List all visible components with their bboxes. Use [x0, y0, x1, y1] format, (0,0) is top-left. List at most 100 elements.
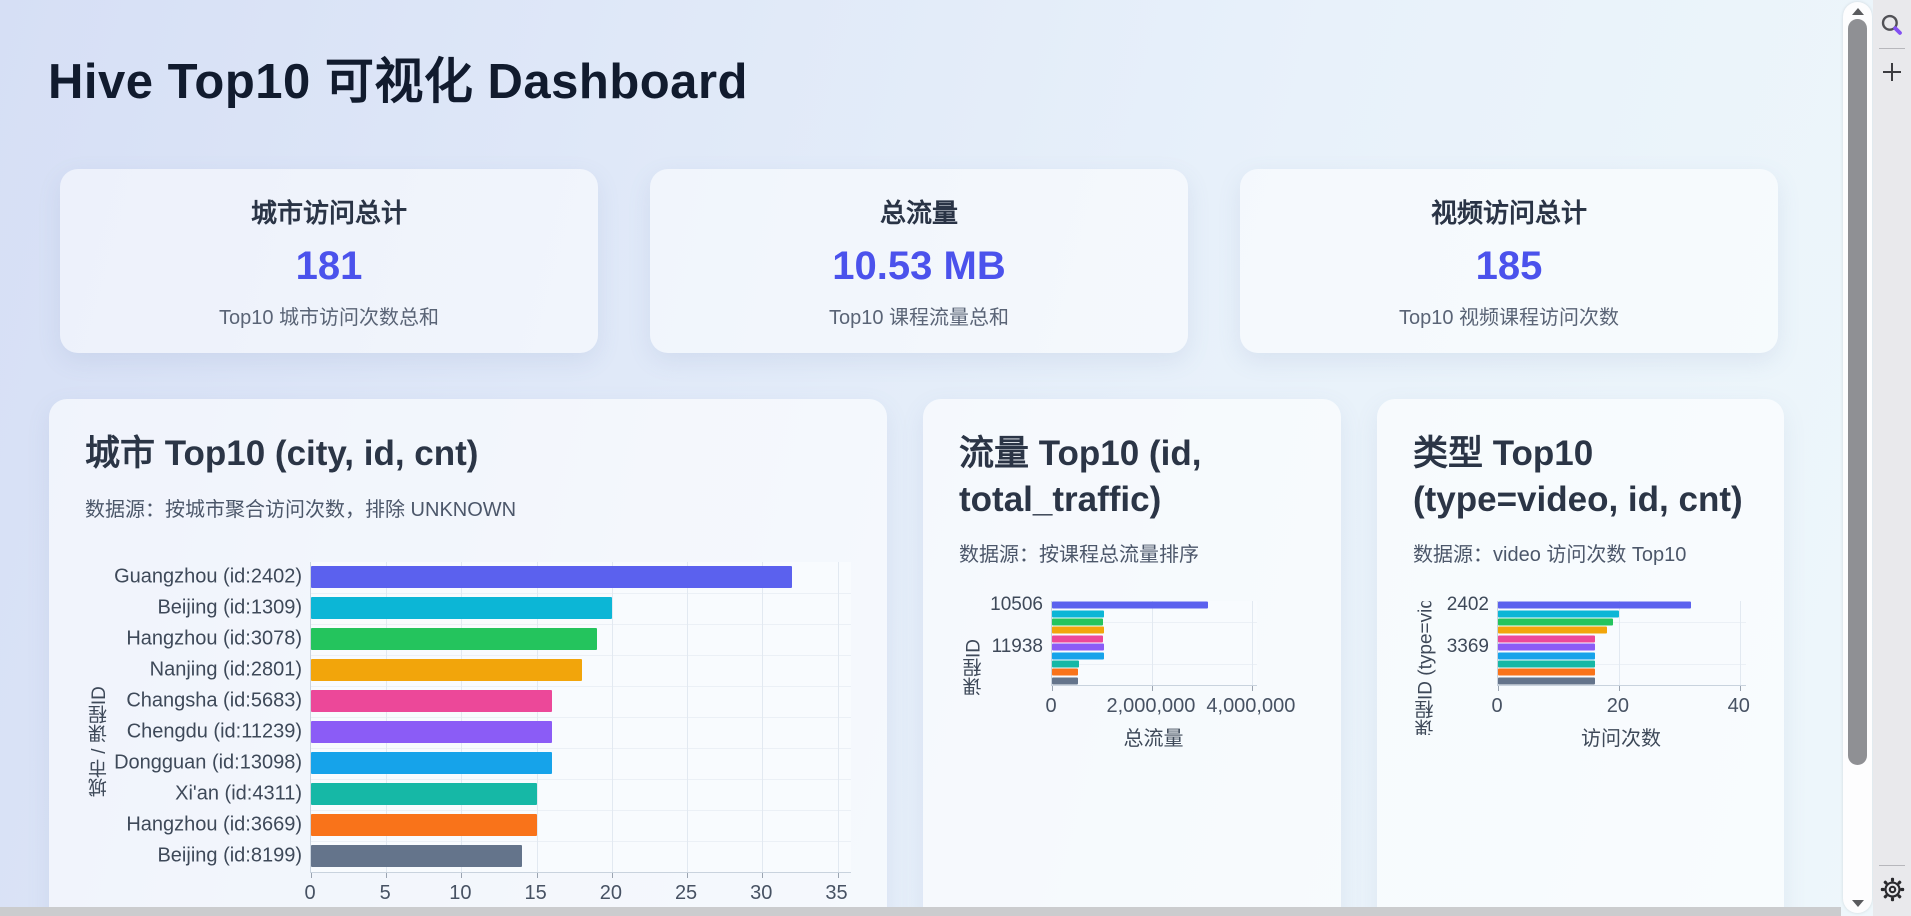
bar-row-9 — [311, 845, 522, 867]
y-axis-label: 课程ID (type=vid — [1415, 601, 1437, 735]
stat-card-caption: Top10 视频课程访问次数 — [1398, 306, 1620, 329]
y-axis-ticks: 2402 3369 — [1439, 594, 1497, 685]
x-tick-label: 10 — [449, 881, 472, 904]
bar-row-9 — [1052, 677, 1079, 685]
y-tick-label: Hangzhou (id:3078) — [126, 627, 302, 650]
plot-column: 0 2,000,000 4,000,000 总流量 — [1045, 601, 1295, 751]
bar-row-8 — [1052, 668, 1078, 676]
bar-row-1 — [1052, 610, 1105, 618]
bar-row-1 — [311, 597, 612, 619]
dashboard-page: Hive Top10 可视化 Dashboard 城市访问总计 181 Top1… — [48, 55, 1784, 916]
vertical-scrollbar[interactable] — [1843, 2, 1872, 913]
chart-subtitle: 数据源：video 访问次数 Top10 — [1413, 544, 1687, 566]
gridline — [461, 561, 463, 872]
stat-card-title: 视频访问总计 — [1430, 197, 1587, 228]
y-tick-label: 2402 — [1446, 594, 1489, 616]
horizontal-scrollbar[interactable] — [0, 907, 1841, 916]
bar-row-5 — [1498, 643, 1595, 651]
y-tick-label: 10506 — [990, 594, 1043, 616]
bar-row-0 — [1052, 601, 1209, 609]
settings-gear-icon — [1880, 877, 1904, 901]
x-tick-label: 20 — [599, 881, 622, 904]
chart-title: 类型 Top10 (type=video, id, cnt) — [1413, 434, 1743, 519]
stat-card-value: 185 — [1475, 243, 1543, 288]
plot-area — [1497, 601, 1746, 691]
gridline — [611, 561, 613, 872]
x-tick-label: 0 — [1045, 695, 1057, 717]
bar-row-0 — [1498, 601, 1692, 609]
y-tick-label: Guangzhou (id:2402) — [114, 565, 302, 588]
add-icon — [1883, 63, 1901, 81]
x-tick-label: 40 — [1727, 695, 1750, 717]
bar-row-4 — [1498, 635, 1595, 643]
vertical-scrollbar-thumb[interactable] — [1848, 19, 1867, 765]
y-axis-ticks: 10506 11938 — [989, 594, 1051, 685]
bar-row-8 — [1498, 668, 1595, 676]
gridline — [1498, 664, 1746, 665]
bar-row-8 — [311, 814, 537, 836]
gridline — [386, 561, 388, 872]
bar-row-3 — [1052, 626, 1105, 634]
y-tick-label: Nanjing (id:2801) — [149, 658, 302, 681]
y-tick-label: Hangzhou (id:3669) — [126, 813, 302, 836]
scroll-down-icon[interactable] — [1851, 900, 1864, 907]
gridline — [1151, 601, 1153, 685]
gridline — [687, 561, 689, 872]
gridline — [311, 716, 851, 718]
stat-card-title: 总流量 — [879, 197, 958, 228]
x-tick-label: 5 — [379, 881, 391, 904]
y-axis-label: 课程ID — [963, 639, 985, 697]
plot-column: 0 20 40 访问次数 — [1491, 601, 1750, 751]
bar-row-9 — [1498, 677, 1595, 685]
bar-row-7 — [1052, 660, 1080, 668]
stat-card-caption: Top10 课程流量总和 — [828, 306, 1010, 329]
x-tick-label: 20 — [1606, 695, 1630, 717]
x-axis-ticks: 0 5 10 15 20 25 30 35 — [304, 873, 850, 907]
x-axis-ticks: 0 20 40 — [1491, 686, 1749, 720]
x-tick-label: 0 — [1491, 695, 1503, 717]
gridline — [536, 561, 538, 872]
gridline — [837, 561, 839, 872]
bar-row-2 — [1052, 618, 1103, 626]
chart-card-0: 城市 Top10 (city, id, cnt) 数据源：按城市聚合访问次数，排… — [49, 399, 887, 916]
bar-row-5 — [1052, 643, 1105, 651]
search-button[interactable] — [1873, 2, 1911, 48]
y-tick-label: 11938 — [991, 636, 1043, 658]
x-axis-ticks: 0 2,000,000 4,000,000 — [1045, 686, 1295, 720]
add-button[interactable] — [1873, 49, 1911, 95]
gridline — [311, 685, 851, 687]
x-tick-label: 30 — [750, 881, 773, 904]
gridline — [1052, 664, 1257, 665]
y-tick-label: Xi'an (id:4311) — [175, 782, 302, 805]
gridline — [311, 654, 851, 656]
x-axis-label: 访问次数 — [1581, 728, 1661, 750]
gridline — [311, 840, 851, 842]
stat-card-value: 10.53 MB — [832, 243, 1006, 288]
gridline — [1251, 601, 1253, 685]
page-title: Hive Top10 可视化 Dashboard — [48, 55, 748, 109]
bar-row-6 — [1498, 652, 1595, 660]
x-tick-label: 25 — [674, 881, 698, 904]
bar-row-0 — [311, 566, 793, 588]
stat-card-caption: Top10 城市访问次数总和 — [218, 306, 440, 329]
chart-subtitle: 数据源：按城市聚合访问次数，排除 UNKNOWN — [85, 498, 517, 521]
scroll-up-icon[interactable] — [1851, 8, 1864, 15]
bar-row-5 — [311, 721, 552, 743]
bar-row-7 — [1498, 660, 1595, 668]
y-axis-ticks: Guangzhou (id:2402) Beijing (id:1309) Hang… — [114, 562, 310, 872]
stat-card-title: 城市访问总计 — [250, 197, 407, 228]
chart-card-2: 类型 Top10 (type=video, id, cnt) 数据源：video… — [1377, 399, 1784, 916]
y-tick-label: Beijing (id:8199) — [157, 844, 302, 867]
bar-row-6 — [311, 752, 552, 774]
chart-title: 城市 Top10 (city, id, cnt) — [85, 434, 479, 473]
bar-row-7 — [311, 783, 537, 805]
bar-row-4 — [1052, 635, 1103, 643]
stat-card-0: 城市访问总计 181 Top10 城市访问次数总和 — [60, 169, 598, 353]
settings-button[interactable] — [1873, 866, 1911, 912]
bar-row-2 — [311, 628, 597, 650]
x-axis-label: 总流量 — [1123, 728, 1184, 750]
x-tick-label: 2,000,000 — [1106, 695, 1196, 717]
y-tick-label: Chengdu (id:11239) — [126, 720, 302, 743]
y-tick-label: Changsha (id:5683) — [126, 689, 302, 712]
gridline — [1052, 622, 1257, 623]
